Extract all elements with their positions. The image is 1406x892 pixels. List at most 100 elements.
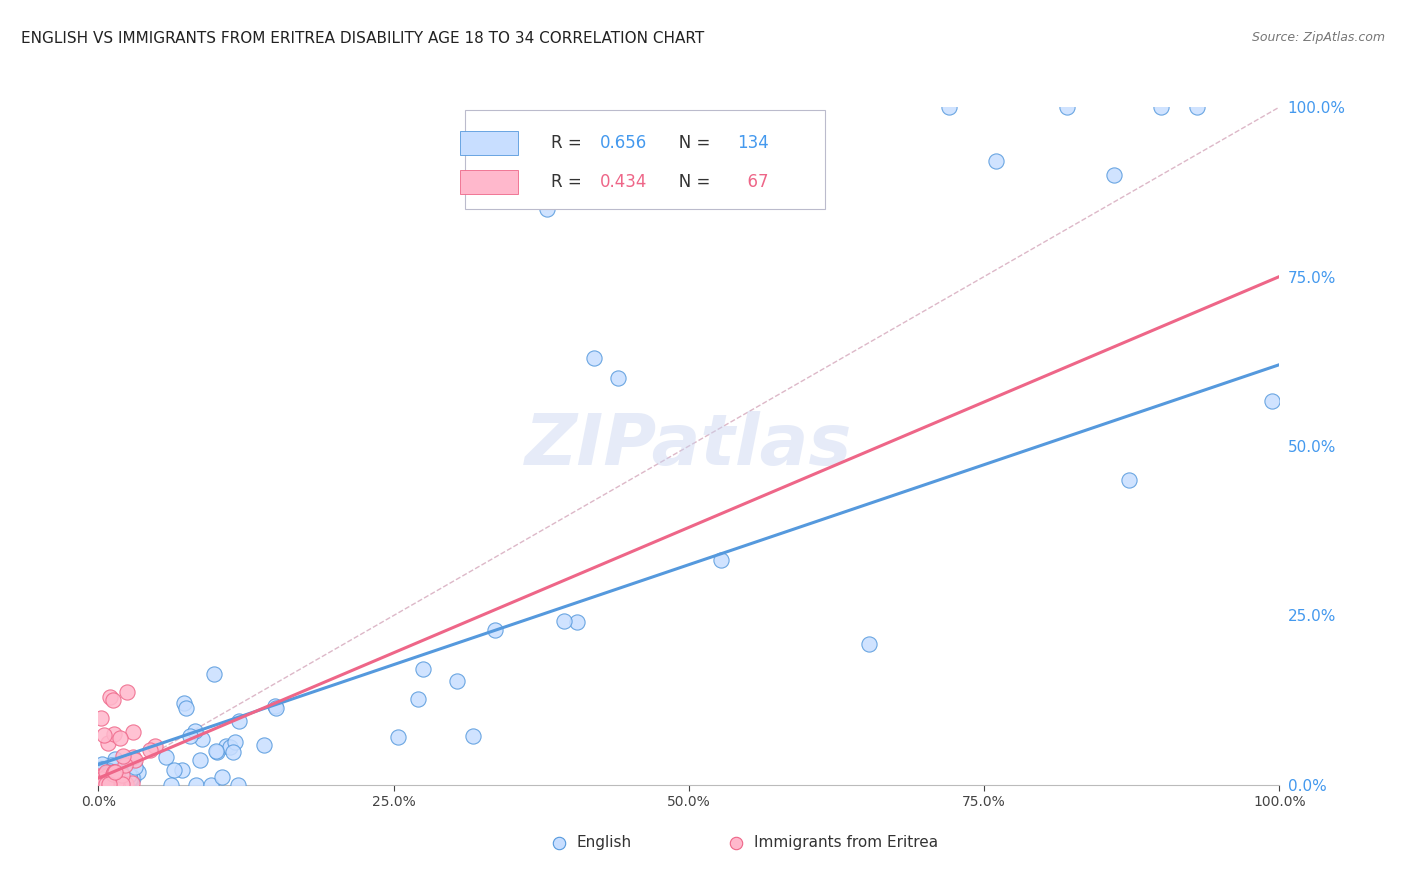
Point xyxy=(98,778,121,792)
Point xyxy=(97,774,120,789)
Point xyxy=(143,739,166,754)
Point xyxy=(103,759,125,773)
Point xyxy=(101,773,124,788)
Point xyxy=(118,764,141,778)
Point xyxy=(115,777,138,791)
Point xyxy=(226,778,249,792)
Point xyxy=(101,775,124,789)
Point xyxy=(94,775,117,789)
Point xyxy=(117,767,139,781)
Text: R =: R = xyxy=(551,173,586,192)
Point xyxy=(536,202,558,216)
Point xyxy=(101,767,124,781)
Point xyxy=(90,770,112,784)
Point xyxy=(93,767,115,781)
Point xyxy=(91,769,114,783)
Point xyxy=(174,701,197,715)
Point xyxy=(93,772,115,787)
Point xyxy=(461,729,484,743)
Point xyxy=(211,770,233,784)
Point xyxy=(100,776,122,790)
Point xyxy=(108,763,131,777)
Point xyxy=(100,773,122,788)
Point xyxy=(103,727,125,741)
Point xyxy=(114,757,136,772)
Point xyxy=(122,724,145,739)
Point xyxy=(224,735,246,749)
Point xyxy=(93,777,115,791)
Point xyxy=(90,711,112,725)
Point xyxy=(100,773,122,788)
Point xyxy=(93,770,115,784)
Point xyxy=(94,777,117,791)
Point xyxy=(228,714,250,728)
Point xyxy=(387,730,409,744)
Point xyxy=(89,773,111,788)
Point xyxy=(108,757,131,772)
Point xyxy=(93,773,115,788)
Text: Source: ZipAtlas.com: Source: ZipAtlas.com xyxy=(1251,31,1385,45)
Point xyxy=(105,774,128,789)
Point xyxy=(105,756,128,771)
Point xyxy=(112,770,135,784)
Point xyxy=(100,776,122,790)
Point xyxy=(110,731,132,746)
Point xyxy=(103,774,125,789)
Point xyxy=(607,371,630,385)
Point xyxy=(252,738,274,752)
Point xyxy=(98,690,121,704)
Point xyxy=(155,750,177,764)
Point xyxy=(553,614,575,628)
Point xyxy=(200,778,222,792)
Point xyxy=(183,723,205,738)
Text: N =: N = xyxy=(664,134,716,153)
Point xyxy=(121,770,143,784)
Text: N =: N = xyxy=(664,173,716,192)
Point xyxy=(121,749,143,764)
Point xyxy=(105,768,128,782)
Point xyxy=(90,762,112,776)
Point xyxy=(98,773,121,788)
Point xyxy=(264,701,287,715)
FancyBboxPatch shape xyxy=(460,170,519,194)
Point xyxy=(446,673,468,688)
Point xyxy=(87,769,110,783)
Point xyxy=(89,765,111,780)
Point xyxy=(548,836,571,850)
Point xyxy=(97,766,120,780)
Point xyxy=(1260,393,1282,408)
Point xyxy=(93,775,115,789)
Point xyxy=(98,774,121,789)
Point xyxy=(583,351,606,365)
Point xyxy=(96,765,118,780)
Point xyxy=(172,763,194,777)
Point xyxy=(93,774,115,789)
Point xyxy=(91,761,114,775)
Point xyxy=(90,775,112,789)
Point xyxy=(103,765,125,780)
Point xyxy=(124,760,146,774)
Point xyxy=(96,766,118,780)
Point xyxy=(89,778,111,792)
Point xyxy=(89,773,111,788)
Point xyxy=(108,778,131,792)
Point xyxy=(96,765,118,780)
Point xyxy=(179,729,201,743)
Text: ZIPatlas: ZIPatlas xyxy=(526,411,852,481)
Point xyxy=(1150,100,1173,114)
Point xyxy=(91,762,114,776)
Point xyxy=(93,778,115,792)
Point xyxy=(98,775,121,789)
Point xyxy=(98,764,121,778)
Point xyxy=(173,697,195,711)
Point xyxy=(93,772,115,787)
Point xyxy=(108,770,131,784)
Point xyxy=(94,777,117,791)
Point xyxy=(93,774,115,789)
Point xyxy=(1102,168,1125,182)
Point xyxy=(204,744,226,758)
Point xyxy=(98,775,121,789)
Point xyxy=(858,637,880,651)
Text: 67: 67 xyxy=(737,173,769,192)
Point xyxy=(105,775,128,789)
